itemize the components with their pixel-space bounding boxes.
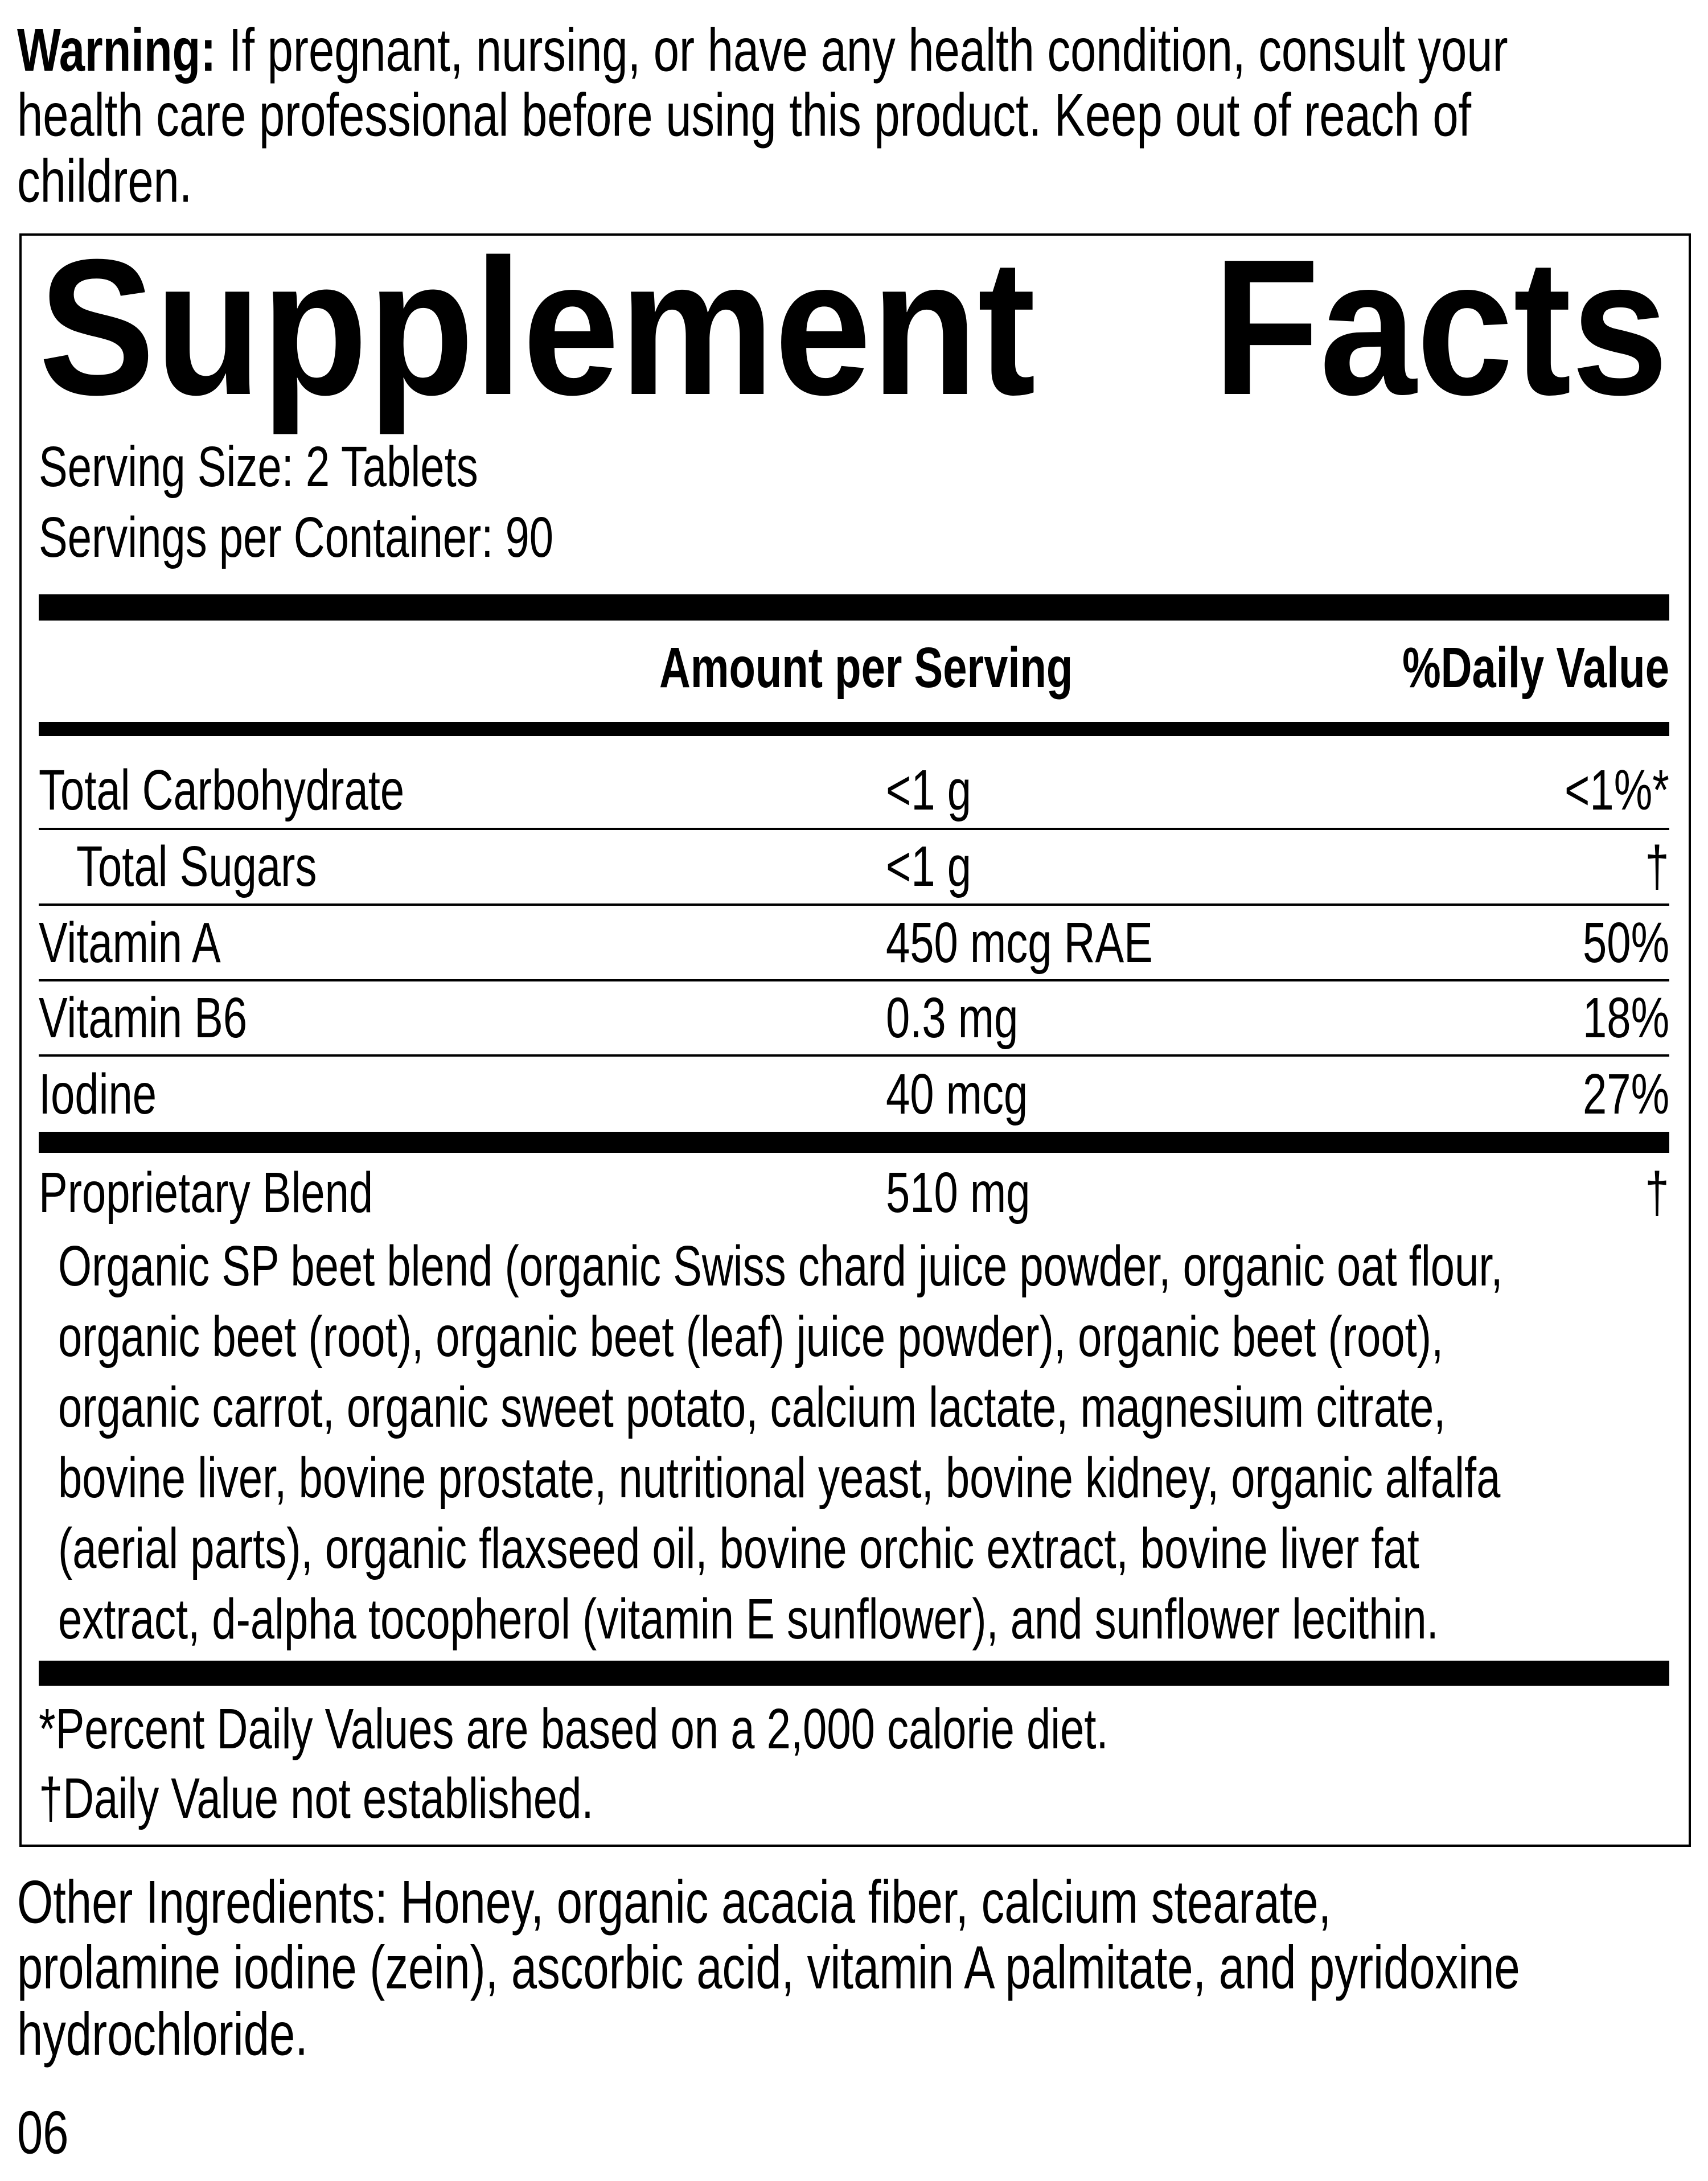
blend-ingredients-line: organic carrot, organic sweet potato, ca…: [58, 1375, 1446, 1439]
blend-dv: †: [1645, 1161, 1669, 1225]
facts-title-facts: Facts: [1213, 219, 1668, 436]
nutrient-name: Iodine: [39, 1062, 157, 1126]
row-divider: [39, 828, 1669, 830]
blend-ingredients-line: extract, d-alpha tocopherol (vitamin E s…: [58, 1587, 1439, 1651]
nutrient-name: Vitamin A: [39, 911, 221, 975]
medium-divider: [39, 722, 1669, 736]
warning-line-2: health care professional before using th…: [17, 80, 1472, 149]
blend-ingredients-line: (aerial parts), organic flaxseed oil, bo…: [58, 1517, 1419, 1580]
thick-divider: [39, 594, 1669, 621]
nutrient-amount: <1 g: [886, 758, 972, 822]
warning-label: Warning:: [17, 15, 216, 84]
nutrient-dv: †: [1645, 835, 1669, 898]
row-divider: [39, 1054, 1669, 1057]
nutrient-name: Total Sugars: [76, 835, 317, 898]
nutrient-amount: 0.3 mg: [886, 986, 1019, 1050]
nutrient-name: Vitamin B6: [39, 986, 248, 1050]
blend-ingredients-line: bovine liver, bovine prostate, nutrition…: [58, 1446, 1501, 1510]
nutrient-amount: 450 mcg RAE: [886, 911, 1153, 975]
nutrient-dv: 50%: [1582, 911, 1669, 975]
servings-per-container: Servings per Container: 90: [39, 506, 554, 569]
facts-title-supplement: Supplement: [39, 219, 1036, 436]
blend-ingredients-line: organic beet (root), organic beet (leaf)…: [58, 1305, 1444, 1369]
warning-line-3: children.: [17, 146, 192, 215]
other-ingredients-line: Other Ingredients: Honey, organic acacia…: [17, 1867, 1332, 1936]
other-ingredients-line: hydrochloride.: [17, 1999, 308, 2068]
nutrient-amount: <1 g: [886, 835, 972, 898]
other-ingredients-line: prolamine iodine (zein), ascorbic acid, …: [17, 1933, 1520, 2002]
row-divider: [39, 903, 1669, 906]
footnote-daily-values: *Percent Daily Values are based on a 2,0…: [39, 1697, 1108, 1761]
thick-divider: [39, 1132, 1669, 1153]
nutrient-amount: 40 mcg: [886, 1062, 1028, 1126]
blend-name: Proprietary Blend: [39, 1161, 373, 1225]
footnote-dagger: †Daily Value not established.: [39, 1767, 594, 1830]
nutrient-dv: 27%: [1582, 1062, 1669, 1126]
serving-size: Serving Size: 2 Tablets: [39, 435, 478, 499]
warning-line-1: Warning: If pregnant, nursing, or have a…: [17, 15, 1508, 84]
label-code: 06: [17, 2098, 69, 2167]
nutrient-dv: 18%: [1582, 986, 1669, 1050]
blend-ingredients-line: Organic SP beet blend (organic Swiss cha…: [58, 1234, 1503, 1298]
nutrient-name: Total Carbohydrate: [39, 758, 405, 822]
blend-amount: 510 mg: [886, 1161, 1030, 1225]
nutrient-dv: <1%*: [1565, 758, 1669, 822]
header-daily-value: %Daily Value: [1402, 636, 1669, 700]
header-amount-per-serving: Amount per Serving: [659, 636, 1073, 700]
supplement-facts-panel: [19, 233, 1691, 1847]
thick-divider: [39, 1661, 1669, 1686]
row-divider: [39, 979, 1669, 981]
